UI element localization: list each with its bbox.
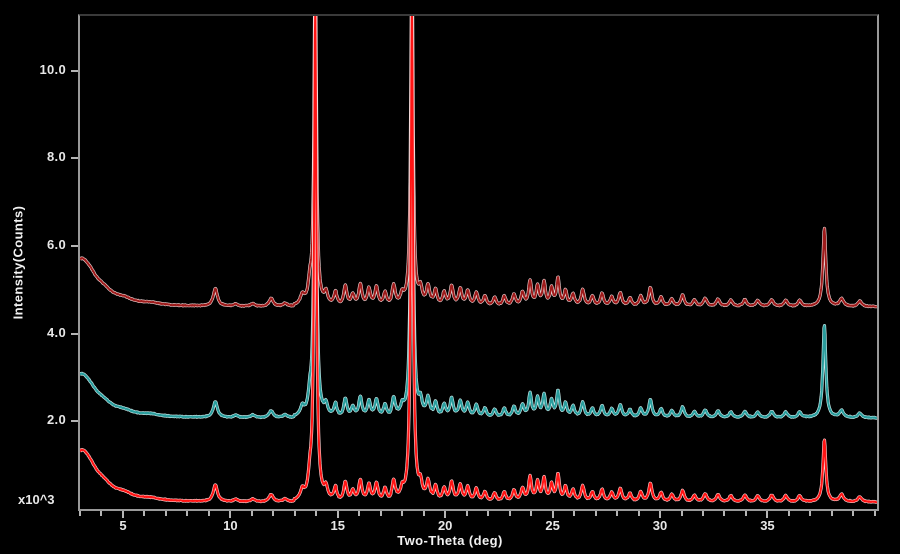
x-tick-mark-major: [336, 511, 339, 518]
x-tick-mark-minor: [744, 511, 747, 516]
x-tick-mark-minor: [680, 511, 683, 516]
x-tick-mark-major: [121, 511, 124, 518]
x-tick-label: 15: [330, 518, 346, 533]
x-axis-title: Two-Theta (deg): [397, 533, 503, 548]
x-tick-mark-minor: [143, 511, 146, 516]
y-tick-label: 8.0: [47, 149, 66, 165]
y-tick-label: 10.0: [39, 61, 66, 77]
x-tick-mark-minor: [465, 511, 468, 516]
x-tick-label: 5: [119, 518, 127, 533]
x-tick-mark-minor: [594, 511, 597, 516]
y-axis-exponent-label: x10^3: [18, 492, 55, 507]
y-tick-mark: [71, 245, 78, 248]
x-tick-mark-minor: [787, 511, 790, 516]
trace-highlight-pattern-bottom: [80, 16, 877, 504]
y-tick-label: 6.0: [47, 237, 66, 253]
x-tick-mark-minor: [873, 511, 876, 516]
x-tick-mark-minor: [164, 511, 167, 516]
x-tick-mark-minor: [830, 511, 833, 516]
x-tick-mark-major: [659, 511, 662, 518]
x-tick-label: 20: [437, 518, 453, 533]
x-tick-mark-major: [766, 511, 769, 518]
x-tick-mark-minor: [723, 511, 726, 516]
x-tick-mark-major: [551, 511, 554, 518]
x-tick-mark-minor: [186, 511, 189, 516]
x-tick-mark-minor: [573, 511, 576, 516]
x-tick-mark-minor: [508, 511, 511, 516]
x-tick-mark-minor: [272, 511, 275, 516]
x-tick-mark-minor: [100, 511, 103, 516]
x-tick-mark-minor: [701, 511, 704, 516]
x-tick-mark-major: [229, 511, 232, 518]
x-tick-mark-minor: [809, 511, 812, 516]
diffraction-traces: [80, 16, 877, 504]
x-tick-mark-minor: [530, 511, 533, 516]
x-tick-mark-minor: [379, 511, 382, 516]
trace-highlight-pattern-top: [80, 16, 877, 309]
y-tick-mark: [71, 332, 78, 335]
y-tick-mark: [71, 157, 78, 160]
y-tick-label: 2.0: [47, 412, 66, 428]
x-tick-mark-minor: [616, 511, 619, 516]
x-tick-mark-minor: [315, 511, 318, 516]
trace-pattern-top[interactable]: [80, 16, 877, 308]
x-tick-label: 30: [652, 518, 668, 533]
x-tick-mark-minor: [358, 511, 361, 516]
plot-area[interactable]: [78, 14, 879, 511]
trace-highlight-pattern-middle: [80, 16, 877, 420]
x-tick-mark-minor: [852, 511, 855, 516]
x-tick-mark-minor: [207, 511, 210, 516]
x-tick-mark-minor: [250, 511, 253, 516]
x-tick-label: 35: [760, 518, 775, 533]
x-tick-mark-minor: [79, 511, 81, 516]
trace-pattern-middle[interactable]: [80, 16, 877, 420]
y-tick-mark: [71, 420, 78, 423]
x-tick-mark-minor: [293, 511, 296, 516]
x-tick-mark-minor: [637, 511, 640, 516]
trace-pattern-bottom[interactable]: [80, 16, 877, 504]
x-tick-label: 10: [223, 518, 238, 533]
y-tick-mark: [71, 69, 78, 72]
x-tick-mark-minor: [401, 511, 404, 516]
x-tick-mark-minor: [422, 511, 425, 516]
x-tick-mark-major: [444, 511, 447, 518]
x-tick-label: 25: [545, 518, 560, 533]
x-tick-mark-minor: [487, 511, 490, 516]
y-tick-label: 4.0: [47, 324, 66, 340]
